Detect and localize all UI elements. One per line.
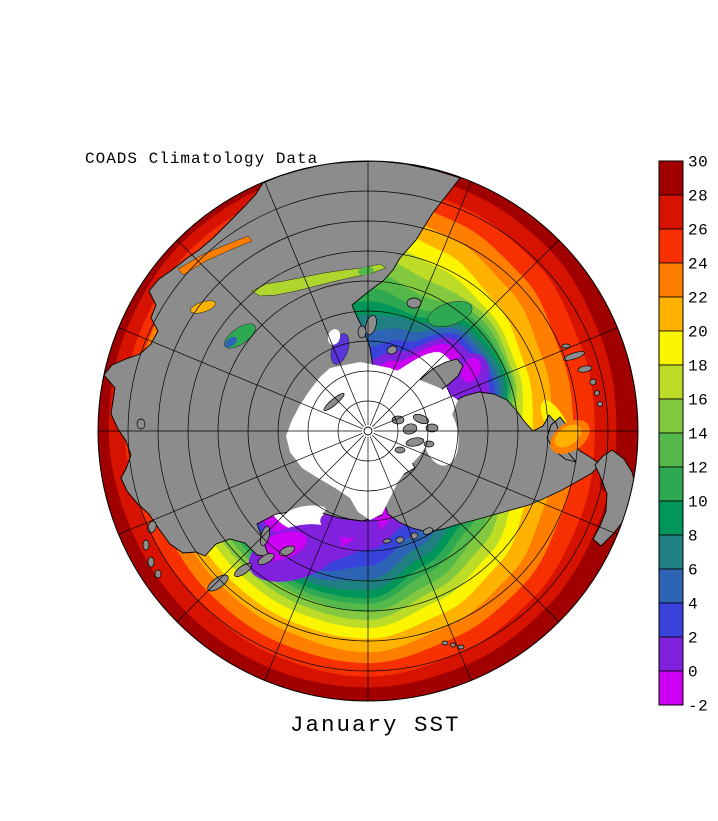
island-hawaii bbox=[450, 642, 456, 648]
polar-map bbox=[98, 161, 638, 701]
colorbar-tick-label: 24 bbox=[688, 256, 708, 274]
island-cuba-antilles bbox=[589, 378, 597, 386]
meridian-line bbox=[369, 436, 472, 681]
colorbar-segment-26-28 bbox=[658, 194, 684, 230]
island-taiwan-philippines bbox=[154, 569, 162, 579]
colorbar-tick-label: 28 bbox=[688, 188, 708, 206]
colorbar-tick-label: 0 bbox=[688, 664, 698, 682]
red-sea bbox=[177, 235, 253, 276]
island-hawaii bbox=[457, 644, 465, 650]
colorbar-tick-label: 6 bbox=[688, 562, 698, 580]
hudson-bay-ice bbox=[421, 402, 459, 466]
colorbar-tick-label: 2 bbox=[688, 630, 698, 648]
island-canadian-arctic-archipelago bbox=[405, 437, 425, 447]
island-cuba-antilles bbox=[561, 343, 571, 349]
island-taiwan-philippines bbox=[147, 556, 155, 568]
colorbar-tick-label: 12 bbox=[688, 460, 708, 478]
gulf-of-mexico-amber bbox=[554, 424, 582, 448]
colorbar-frame bbox=[658, 160, 684, 706]
caspian-south-blue bbox=[224, 336, 238, 348]
colorbar-segment-22-24 bbox=[658, 262, 684, 298]
map-boundary-circle bbox=[97, 160, 639, 702]
colorbar-segment-20-22 bbox=[658, 296, 684, 332]
meridian-line bbox=[118, 327, 363, 430]
island-cuba-antilles bbox=[597, 401, 603, 407]
mediterranean-sea bbox=[251, 263, 387, 297]
colorbar-segment-4-6 bbox=[658, 568, 684, 604]
island-cuba-antilles bbox=[577, 365, 593, 373]
colorbar-segment-8-10 bbox=[658, 500, 684, 536]
meridian-line bbox=[369, 181, 472, 426]
colorbar-tick-label: 10 bbox=[688, 494, 708, 512]
island-novaya-zemlya bbox=[323, 392, 345, 412]
meridian-line bbox=[118, 432, 363, 535]
island-svalbard bbox=[386, 345, 398, 355]
colorbar-tick-label: 20 bbox=[688, 324, 708, 342]
island-taiwan-philippines bbox=[147, 520, 157, 534]
island-japan-kuril-arc bbox=[257, 552, 275, 566]
colorbar-segment-12-14 bbox=[658, 432, 684, 468]
chart-title: COADS Climatology Data bbox=[85, 150, 318, 168]
island-canadian-arctic-archipelago bbox=[423, 440, 435, 448]
meridian-line bbox=[373, 327, 618, 430]
island-aleutian-islands bbox=[382, 538, 392, 544]
meridian-line bbox=[371, 239, 560, 428]
island-japan-kuril-arc bbox=[207, 574, 229, 592]
colorbar-tick-label: 22 bbox=[688, 290, 708, 308]
island-taiwan-philippines bbox=[142, 539, 150, 551]
meridian-line bbox=[371, 434, 560, 623]
island-great-britain-ireland bbox=[357, 325, 367, 339]
island-cuba-antilles bbox=[563, 351, 585, 361]
colorbar-segment-6-8 bbox=[658, 534, 684, 570]
island-japan-kuril-arc bbox=[259, 525, 271, 547]
colorbar-tick-label: 26 bbox=[688, 222, 708, 240]
persian-gulf bbox=[190, 300, 216, 314]
island-sri-lanka bbox=[136, 418, 146, 430]
meridian-line bbox=[176, 434, 365, 623]
graticule bbox=[98, 161, 638, 701]
colorbar-segment-10-12 bbox=[658, 466, 684, 502]
island-hawaii bbox=[441, 640, 449, 646]
island-aleutian-islands bbox=[422, 527, 434, 535]
mediterranean-east-green bbox=[358, 266, 374, 276]
colorbar-segment-18-20 bbox=[658, 330, 684, 366]
north-pole-marker bbox=[363, 426, 373, 436]
colorbar-segment-16-18 bbox=[658, 364, 684, 400]
island-canadian-arctic-archipelago bbox=[425, 423, 439, 433]
colorbar-tick-label: 16 bbox=[688, 392, 708, 410]
island-iceland bbox=[406, 297, 422, 309]
colorbar-tick-label: 30 bbox=[688, 154, 708, 172]
island-canadian-arctic-archipelago bbox=[413, 414, 429, 424]
meridian-line bbox=[264, 181, 367, 426]
island-canadian-arctic-archipelago bbox=[394, 446, 406, 454]
meridian-line bbox=[264, 436, 367, 681]
island-cuba-antilles bbox=[594, 390, 600, 396]
colorbar-tick-label: 14 bbox=[688, 426, 708, 444]
meridian-line bbox=[373, 432, 618, 535]
island-japan-kuril-arc bbox=[279, 545, 295, 557]
colorbar-tick-label: 18 bbox=[688, 358, 708, 376]
colorbar-segment-24-26 bbox=[658, 228, 684, 264]
island-japan-kuril-arc bbox=[234, 563, 252, 577]
colorbar-segment-2-4 bbox=[658, 602, 684, 638]
colorbar-segment--2-0 bbox=[658, 670, 684, 706]
colorbar-segment-0-2 bbox=[658, 636, 684, 672]
chart-caption: January SST bbox=[290, 712, 461, 738]
island-aleutian-islands bbox=[395, 536, 405, 544]
okhotsk-north-ice bbox=[286, 505, 326, 519]
colorbar-tick-label: -2 bbox=[688, 698, 708, 716]
colorbar-segment-14-16 bbox=[658, 398, 684, 434]
colorbar-segment-28-30 bbox=[658, 160, 684, 196]
colorbar-tick-label: 8 bbox=[688, 528, 698, 546]
colorbar-tick-label: 4 bbox=[688, 596, 698, 614]
meridian-line bbox=[176, 239, 365, 428]
